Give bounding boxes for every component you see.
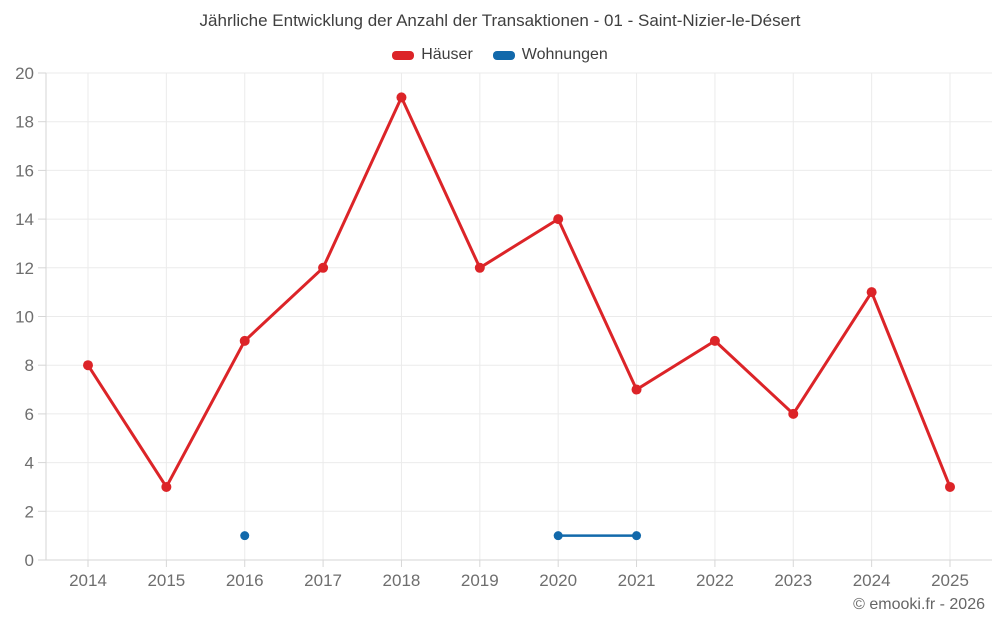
wohnungen-point-2021[interactable] bbox=[632, 531, 642, 541]
legend-item-wohnungen[interactable]: Wohnungen bbox=[492, 46, 608, 64]
chart-legend: Häuser Wohnungen bbox=[0, 46, 1000, 64]
y-axis-label-6: 6 bbox=[25, 405, 34, 424]
chart-title: Jährliche Entwicklung der Anzahl der Tra… bbox=[199, 11, 801, 30]
x-axis-label-2024: 2024 bbox=[853, 571, 891, 590]
wohnungen-point-2020[interactable] bbox=[553, 531, 563, 541]
x-axis-label-2021: 2021 bbox=[618, 571, 656, 590]
x-axis-label-2019: 2019 bbox=[461, 571, 499, 590]
copyright-text: © emooki.fr - 2026 bbox=[853, 596, 985, 613]
y-axis-label-0: 0 bbox=[25, 551, 34, 570]
legend-item-hauser[interactable]: Häuser bbox=[392, 46, 473, 64]
hauser-point-2014[interactable] bbox=[83, 360, 93, 371]
y-axis-label-4: 4 bbox=[25, 454, 34, 473]
x-axis-label-2018: 2018 bbox=[383, 571, 421, 590]
legend-label-wohnungen: Wohnungen bbox=[521, 46, 608, 63]
y-axis-label-2: 2 bbox=[25, 502, 34, 521]
hauser-point-2018[interactable] bbox=[396, 92, 407, 103]
y-axis-label-10: 10 bbox=[15, 308, 34, 327]
hauser-point-2020[interactable] bbox=[553, 214, 564, 225]
x-axis-label-2023: 2023 bbox=[774, 571, 812, 590]
legend-swatch-hauser bbox=[392, 50, 415, 60]
wohnungen-point-2016[interactable] bbox=[240, 531, 250, 541]
x-axis-label-2014: 2014 bbox=[69, 571, 107, 590]
x-axis-label-2015: 2015 bbox=[147, 571, 185, 590]
x-axis-label-2025: 2025 bbox=[931, 571, 969, 590]
x-axis-label-2022: 2022 bbox=[696, 571, 734, 590]
legend-swatch-wohnungen bbox=[492, 50, 515, 60]
y-axis-label-16: 16 bbox=[15, 161, 34, 180]
y-axis-label-8: 8 bbox=[25, 356, 34, 375]
y-axis-label-20: 20 bbox=[15, 64, 34, 83]
hauser-point-2023[interactable] bbox=[788, 408, 799, 419]
hauser-point-2022[interactable] bbox=[709, 335, 720, 346]
hauser-point-2021[interactable] bbox=[631, 384, 642, 395]
hauser-point-2019[interactable] bbox=[474, 262, 485, 273]
hauser-point-2024[interactable] bbox=[866, 287, 877, 298]
hauser-point-2016[interactable] bbox=[239, 335, 250, 346]
x-axis-label-2017: 2017 bbox=[304, 571, 342, 590]
x-axis-label-2020: 2020 bbox=[539, 571, 577, 590]
y-axis-label-14: 14 bbox=[15, 210, 34, 229]
hauser-point-2025[interactable] bbox=[945, 481, 955, 492]
y-axis-label-12: 12 bbox=[15, 259, 34, 278]
y-axis-label-18: 18 bbox=[15, 113, 34, 132]
hauser-line-segment bbox=[86, 95, 952, 489]
hauser-point-2015[interactable] bbox=[161, 481, 172, 492]
legend-label-hauser: Häuser bbox=[421, 46, 473, 63]
x-axis-label-2016: 2016 bbox=[226, 571, 264, 590]
hauser-point-2017[interactable] bbox=[318, 262, 329, 273]
